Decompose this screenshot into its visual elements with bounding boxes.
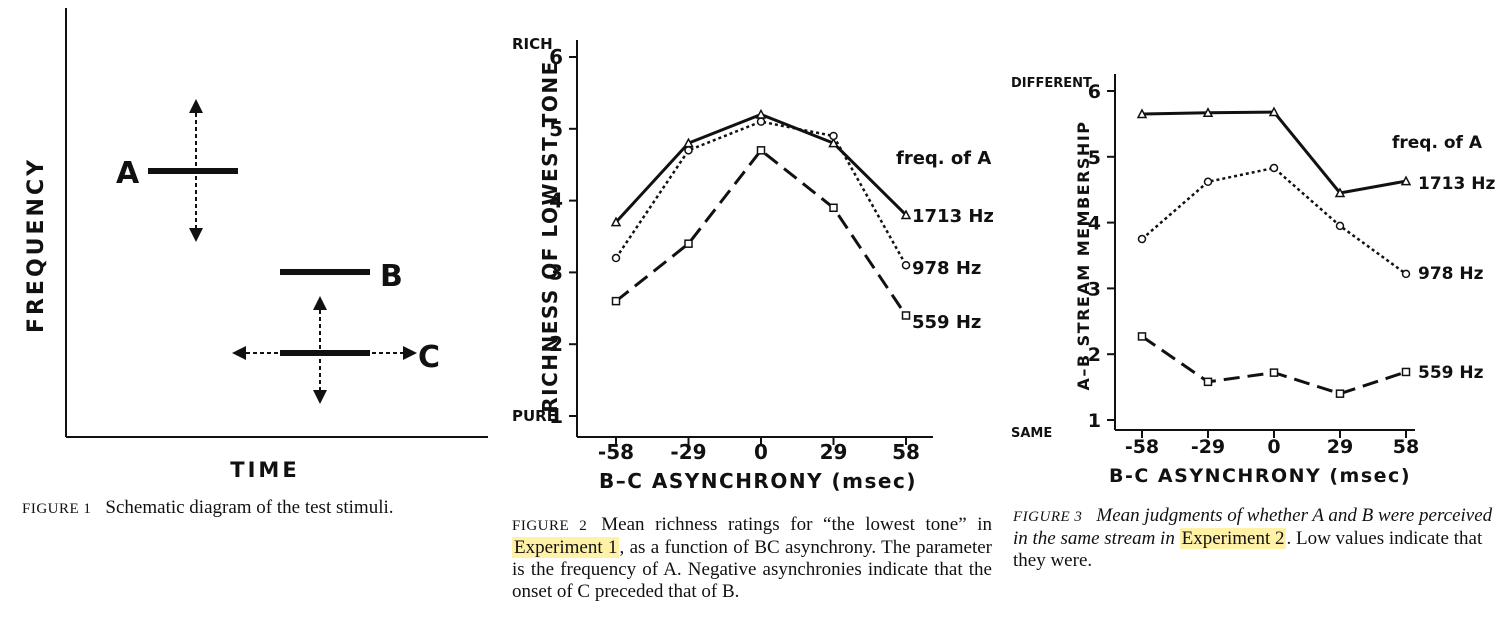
figure2-point xyxy=(829,203,838,213)
figure1-xlabel: TIME xyxy=(230,458,299,482)
figure1-caption: FIGURE 1 Schematic diagram of the test st… xyxy=(22,497,492,520)
figure2-caption-post: , as a function of BC asynchrony. The pa… xyxy=(512,537,992,602)
figure3-ytick-label: 4 xyxy=(1088,213,1101,235)
figure2-y-bottom-label: PURE xyxy=(512,407,557,425)
figure2-point xyxy=(610,216,622,227)
figure3-series-line-2 xyxy=(1141,335,1407,396)
figure3-ytick-label: 6 xyxy=(1088,81,1101,103)
figure3-series-name: 559 Hz xyxy=(1418,363,1484,383)
figure2-point xyxy=(756,117,766,126)
figure2-ytick-label: 2 xyxy=(549,332,563,356)
figure2-point xyxy=(683,137,694,148)
figure3-ytick-label: 3 xyxy=(1088,278,1101,300)
figure3-point xyxy=(1335,389,1345,398)
figure3-series-line-0 xyxy=(1141,110,1407,195)
figure2-xtick-label: 58 xyxy=(892,440,920,464)
figure2-point xyxy=(901,260,911,270)
figure3-xtick-label: 0 xyxy=(1267,436,1280,458)
figure2-xlabel: B–C ASYNCHRONY (msec) xyxy=(599,469,917,493)
figure1-diagram: FREQUENCY TIME A B C xyxy=(24,8,488,482)
figure2-ytick-label: 1 xyxy=(549,404,563,428)
figure2-ytick-label: 4 xyxy=(549,189,563,213)
figure2-xtick-label: 29 xyxy=(820,440,848,464)
tone-b-label: B xyxy=(380,259,403,294)
figure3-series-line-1 xyxy=(1141,166,1407,275)
figure2-point xyxy=(755,108,767,119)
figure2-series-line-0 xyxy=(614,112,908,224)
figure3-point xyxy=(1401,269,1411,279)
figure2-series-name: 1713 Hz xyxy=(912,206,994,227)
tone-a-bar xyxy=(148,168,238,174)
figure1-caption-text: Schematic diagram of the test stimuli. xyxy=(105,497,394,518)
figure3-xtick-label: -29 xyxy=(1191,436,1225,458)
figure3-caption-pre: Mean judgments of whether A and B were p… xyxy=(1013,505,1493,549)
figure3-point xyxy=(1203,377,1213,387)
figure3-caption: FIGURE 3 Mean judgments of whether A and … xyxy=(1013,505,1493,572)
figure2-point xyxy=(611,296,621,306)
figure3-point xyxy=(1401,367,1411,377)
figure2-point xyxy=(756,146,766,155)
figure3-point xyxy=(1202,107,1214,117)
figure2-series-line-1 xyxy=(614,120,908,266)
figure3-caption-label: FIGURE 3 xyxy=(1013,509,1083,525)
figure3-y-bottom-label: SAME xyxy=(1011,426,1052,441)
figure2-ylabel: RICHNESS OF LOWEST TONE xyxy=(538,60,562,412)
figure1-caption-label: FIGURE 1 xyxy=(22,501,92,517)
figure2-series-name: 978 Hz xyxy=(912,258,981,279)
figure3-series-name: 978 Hz xyxy=(1418,264,1484,284)
figure2-caption: FIGURE 2 Mean richness ratings for “the l… xyxy=(512,514,992,603)
figure3-caption-highlight: Experiment 2 xyxy=(1179,528,1287,549)
figure3-ytick-label: 1 xyxy=(1088,410,1101,432)
figure2-point xyxy=(829,131,838,141)
figure3-point xyxy=(1136,108,1148,119)
figure2-legend-title: freq. of A xyxy=(896,148,991,169)
figure3-ytick-label: 5 xyxy=(1088,147,1101,169)
figure3-point xyxy=(1400,175,1412,186)
figure2-xtick-label: -58 xyxy=(598,440,634,464)
figure2-xtick-label: 0 xyxy=(754,440,768,464)
figure3-point xyxy=(1335,221,1345,231)
figure3-caption-post: . Low values indicate that they were. xyxy=(1013,528,1483,571)
tone-c-label: C xyxy=(418,340,440,375)
figure3-y-top-label: DIFFERENT xyxy=(1011,76,1092,91)
figure3-ylabel: A–B STREAM MEMBERSHIP xyxy=(1074,120,1093,390)
figure2-point xyxy=(828,137,839,148)
figure3-xtick-label: 58 xyxy=(1393,436,1419,458)
figure3-point xyxy=(1269,163,1279,173)
tone-b-bar xyxy=(280,269,370,275)
figure2-point xyxy=(684,239,693,248)
figure2-ytick-label: 6 xyxy=(549,45,563,69)
figure2-caption-highlight: Experiment 1 xyxy=(512,537,620,558)
figure3-point xyxy=(1137,332,1147,341)
figure2-point xyxy=(684,146,693,155)
figure2-ytick-label: 3 xyxy=(549,260,563,284)
figure2-point xyxy=(611,253,621,263)
figure3-point xyxy=(1203,177,1213,187)
figure3-point xyxy=(1268,106,1280,117)
figure2-y-top-label: RICH xyxy=(512,35,553,53)
figure2-series-line-2 xyxy=(615,148,908,317)
figure2-caption-label: FIGURE 2 xyxy=(512,518,588,534)
figure3-point xyxy=(1334,187,1346,198)
figure3-xtick-label: 29 xyxy=(1327,436,1353,458)
figure2-point xyxy=(901,311,911,320)
figure2-caption-pre: Mean richness ratings for “the lowest to… xyxy=(601,514,992,535)
figure2-xtick-label: -29 xyxy=(670,440,706,464)
figure3-xtick-label: -58 xyxy=(1125,436,1159,458)
figure3-ytick-label: 2 xyxy=(1088,344,1101,366)
figure1-ylabel: FREQUENCY xyxy=(24,157,49,333)
figure2-ytick-label: 5 xyxy=(549,117,563,141)
figure3-xlabel: B-C ASYNCHRONY (msec) xyxy=(1109,465,1411,487)
tone-a-label: A xyxy=(116,156,140,191)
figure3-point xyxy=(1269,368,1279,377)
figure2-series-name: 559 Hz xyxy=(912,312,981,333)
figure3-legend-title: freq. of A xyxy=(1392,133,1483,153)
figure3-series-name: 1713 Hz xyxy=(1418,174,1495,194)
figure2-point xyxy=(900,209,912,220)
figure3-point xyxy=(1137,234,1147,244)
